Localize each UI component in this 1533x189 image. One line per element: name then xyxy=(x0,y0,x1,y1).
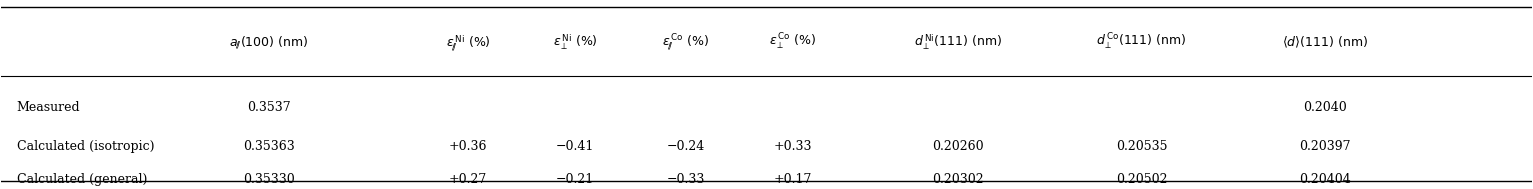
Text: Measured: Measured xyxy=(17,101,80,114)
Text: $\varepsilon_{\!\perp}^{\,\mathrm{Ni}}\ (\%)$: $\varepsilon_{\!\perp}^{\,\mathrm{Ni}}\ … xyxy=(553,33,598,52)
Text: Calculated (isotropic): Calculated (isotropic) xyxy=(17,140,155,153)
Text: +0.33: +0.33 xyxy=(773,140,812,153)
Text: 0.20260: 0.20260 xyxy=(932,140,984,153)
Text: +0.17: +0.17 xyxy=(773,173,811,186)
Text: 0.20302: 0.20302 xyxy=(932,173,984,186)
Text: 0.35363: 0.35363 xyxy=(244,140,294,153)
Text: $\varepsilon_{\!/\!/}^{\,\mathrm{Ni}}\ (\%)$: $\varepsilon_{\!/\!/}^{\,\mathrm{Ni}}\ (… xyxy=(446,33,491,52)
Text: 0.35330: 0.35330 xyxy=(244,173,294,186)
Text: $\varepsilon_{\!\perp}^{\,\mathrm{Co}}\ (\%)$: $\varepsilon_{\!\perp}^{\,\mathrm{Co}}\ … xyxy=(770,32,816,52)
Text: −0.33: −0.33 xyxy=(667,173,705,186)
Text: 0.2040: 0.2040 xyxy=(1303,101,1348,114)
Text: $d_{\!\perp}^{\,\mathrm{Ni}}(111)\ \mathrm{(nm)}$: $d_{\!\perp}^{\,\mathrm{Ni}}(111)\ \math… xyxy=(914,33,1003,52)
Text: Calculated (general): Calculated (general) xyxy=(17,173,147,186)
Text: 0.20502: 0.20502 xyxy=(1116,173,1167,186)
Text: $\langle d\rangle(111)\ \mathrm{(nm)}$: $\langle d\rangle(111)\ \mathrm{(nm)}$ xyxy=(1282,35,1367,50)
Text: 0.3537: 0.3537 xyxy=(247,101,291,114)
Text: $\varepsilon_{\!/\!/}^{\,\mathrm{Co}}\ (\%)$: $\varepsilon_{\!/\!/}^{\,\mathrm{Co}}\ (… xyxy=(662,32,708,52)
Text: 0.20404: 0.20404 xyxy=(1298,173,1351,186)
Text: −0.21: −0.21 xyxy=(556,173,595,186)
Text: 0.20535: 0.20535 xyxy=(1116,140,1167,153)
Text: +0.27: +0.27 xyxy=(449,173,487,186)
Text: $d_{\!\perp}^{\,\mathrm{Co}}(111)\ \mathrm{(nm)}$: $d_{\!\perp}^{\,\mathrm{Co}}(111)\ \math… xyxy=(1096,32,1187,52)
Text: $a_{\!/\!/}(100)\ \mathrm{(nm)}$: $a_{\!/\!/}(100)\ \mathrm{(nm)}$ xyxy=(230,34,310,50)
Text: +0.36: +0.36 xyxy=(449,140,487,153)
Text: −0.41: −0.41 xyxy=(556,140,595,153)
Text: −0.24: −0.24 xyxy=(667,140,705,153)
Text: 0.20397: 0.20397 xyxy=(1300,140,1351,153)
